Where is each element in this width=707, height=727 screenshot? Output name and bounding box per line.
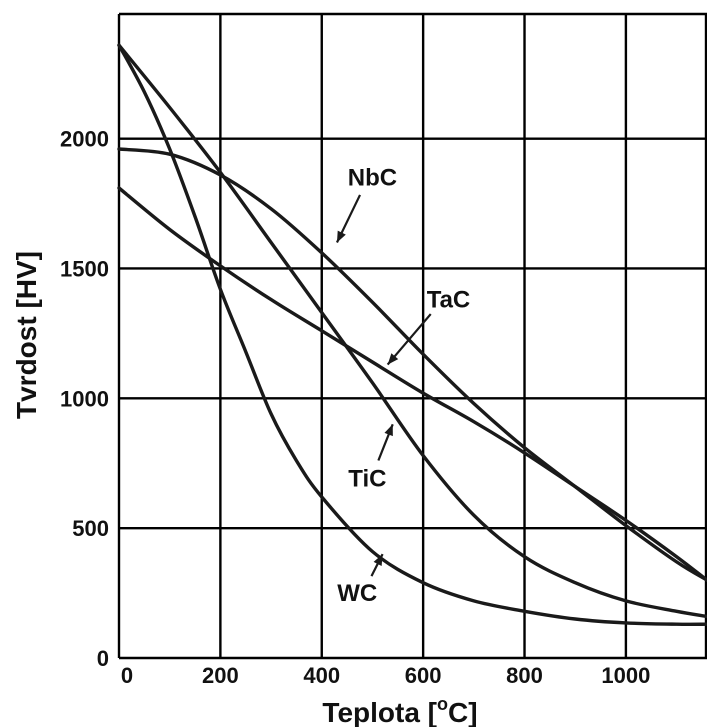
series-label-tac: TaC [427,286,471,313]
x-tick-label: 200 [202,663,239,688]
series-line-tac [117,186,707,582]
leader-line-tac [386,313,432,366]
series-label-wc: WC [337,580,377,607]
series-line-wc [117,43,707,627]
x-tick-label: 1000 [601,663,650,688]
series-label-nbc: NbC [348,164,397,191]
series-label-tic: TiC [348,466,386,493]
y-tick-label: 1500 [60,256,109,281]
x-tick-label: 400 [303,663,340,688]
y-tick-label: 1000 [60,386,109,411]
arrowhead-tic [384,424,393,437]
series-lines [117,43,707,627]
x-tick-label: 600 [405,663,442,688]
grid [117,12,707,660]
x-axis-title: Teplota [oC] [322,694,477,727]
series-annotations: NbC TaC TiC WC [335,164,471,607]
tick-labels: 0 200 400 600 800 1000 0 500 1000 1500 2000 [60,127,650,688]
y-tick-label: 500 [72,516,109,541]
x-tick-label: 800 [506,663,543,688]
y-axis-title: Tvrdost [HV] [11,251,42,419]
arrowhead-wc [373,554,383,566]
x-tick-label: 0 [121,663,133,688]
series-line-tic [117,43,707,619]
arrowhead-tac [387,353,399,365]
arrowhead-nbc [336,230,346,243]
y-tick-label: 0 [97,646,109,671]
y-tick-label: 2000 [60,127,109,152]
